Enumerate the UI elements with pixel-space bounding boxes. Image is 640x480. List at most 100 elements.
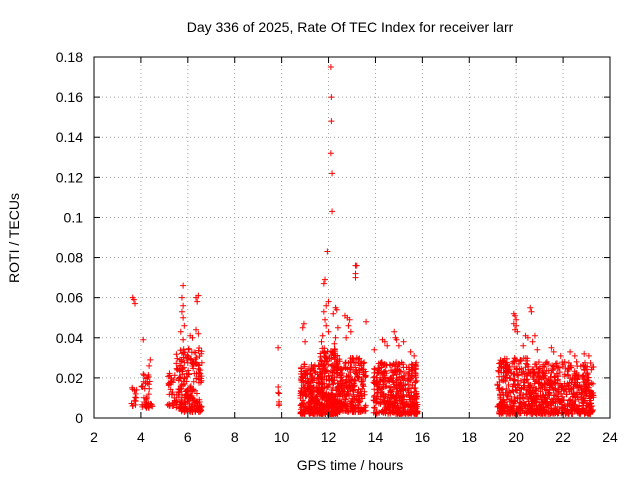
data-point <box>196 345 203 352</box>
data-point <box>348 383 355 390</box>
data-point <box>141 372 148 379</box>
data-point <box>391 398 398 405</box>
data-point <box>352 377 359 384</box>
data-point <box>334 352 341 359</box>
data-point <box>146 378 153 385</box>
data-point <box>331 377 338 384</box>
data-point <box>531 401 538 408</box>
data-point <box>190 378 197 385</box>
data-point <box>347 397 354 404</box>
data-point <box>503 368 510 375</box>
data-point <box>300 397 307 404</box>
data-point <box>371 365 378 372</box>
data-point <box>181 359 188 366</box>
data-point <box>146 385 153 392</box>
data-point <box>335 408 342 415</box>
data-point <box>496 387 503 394</box>
data-point <box>588 379 595 386</box>
data-point <box>502 360 509 367</box>
data-point <box>180 382 187 389</box>
x-tick-label: 16 <box>415 429 431 445</box>
data-point <box>531 408 538 415</box>
data-point <box>305 384 312 391</box>
data-point <box>191 403 198 410</box>
data-point <box>185 345 192 352</box>
data-point <box>563 409 570 416</box>
data-point <box>374 389 381 396</box>
data-point <box>400 373 407 380</box>
y-tick-label: 0.14 <box>56 129 83 145</box>
data-point <box>305 399 312 406</box>
data-point <box>275 344 282 351</box>
data-point <box>412 395 419 402</box>
data-point <box>177 405 184 412</box>
data-point <box>194 298 201 305</box>
data-point <box>193 390 200 397</box>
data-point <box>331 400 338 407</box>
data-point <box>566 379 573 386</box>
data-point <box>572 372 579 379</box>
data-point <box>391 328 398 335</box>
data-point <box>340 396 347 403</box>
data-point <box>322 316 329 323</box>
data-point <box>352 370 359 377</box>
data-point <box>307 370 314 377</box>
x-tick-label: 20 <box>508 429 524 445</box>
data-point <box>536 375 543 382</box>
data-point <box>372 379 379 386</box>
data-point <box>334 393 341 400</box>
data-point <box>506 398 513 405</box>
data-point <box>412 385 419 392</box>
data-point <box>581 366 588 373</box>
data-point <box>550 348 557 355</box>
y-tick-label: 0.02 <box>56 370 83 386</box>
data-point <box>553 370 560 377</box>
data-point <box>502 390 509 397</box>
data-point <box>554 376 561 383</box>
data-point <box>193 326 200 333</box>
data-point <box>318 365 325 372</box>
data-point <box>496 378 503 385</box>
data-point <box>380 409 387 416</box>
data-point <box>180 282 187 289</box>
data-point <box>328 351 335 358</box>
data-point <box>378 359 385 366</box>
data-point <box>337 404 344 411</box>
data-point <box>321 349 328 356</box>
data-point <box>545 389 552 396</box>
data-point <box>171 372 178 379</box>
data-points <box>128 64 597 417</box>
data-point <box>355 397 362 404</box>
data-point <box>567 406 574 413</box>
x-tick-label: 4 <box>137 429 145 445</box>
data-point <box>400 409 407 416</box>
data-point <box>180 314 187 321</box>
data-point <box>571 407 578 414</box>
data-point <box>343 383 350 390</box>
data-point <box>322 276 329 283</box>
data-point <box>325 298 332 305</box>
data-point <box>413 395 420 402</box>
data-point <box>547 408 554 415</box>
data-point <box>552 380 559 387</box>
data-point <box>129 402 136 409</box>
data-point <box>307 409 314 416</box>
data-point <box>320 389 327 396</box>
data-point <box>565 371 572 378</box>
data-point <box>524 334 531 341</box>
data-point <box>394 379 401 386</box>
data-point <box>396 361 403 368</box>
data-point <box>318 388 325 395</box>
data-point <box>540 403 547 410</box>
data-point <box>411 352 418 359</box>
data-point <box>565 382 572 389</box>
data-point <box>334 324 341 331</box>
y-tick-label: 0.12 <box>56 169 83 185</box>
data-point <box>516 399 523 406</box>
data-point <box>188 356 195 363</box>
data-point <box>560 397 567 404</box>
data-point <box>584 377 591 384</box>
data-point <box>584 409 591 416</box>
data-point <box>406 409 413 416</box>
